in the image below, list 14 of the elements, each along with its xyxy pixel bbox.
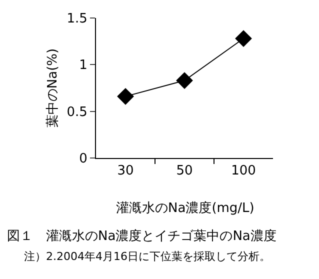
point [176,72,193,89]
y-tick-label: 0.5 [66,104,88,120]
x-tick-label: 100 [231,164,256,179]
y-tick-label: 1.5 [66,12,88,27]
y-tick-label: 0 [79,152,88,167]
y-axis-title: 葉中のNa(%) [46,48,61,128]
point [117,88,134,105]
y-tick-label: 1 [79,58,88,74]
text: 注）2.2004年4月16日に下位葉を採取して分析。 [24,250,270,263]
point [235,30,252,47]
x-tick-label: 30 [117,164,134,179]
text: 図１ 灌漑水のNa濃度とイチゴ葉中のNa濃度 [7,228,276,244]
x-axis-title: 灌漑水のNa濃度(mg/L) [116,200,254,216]
x-tick-label: 50 [176,164,193,179]
